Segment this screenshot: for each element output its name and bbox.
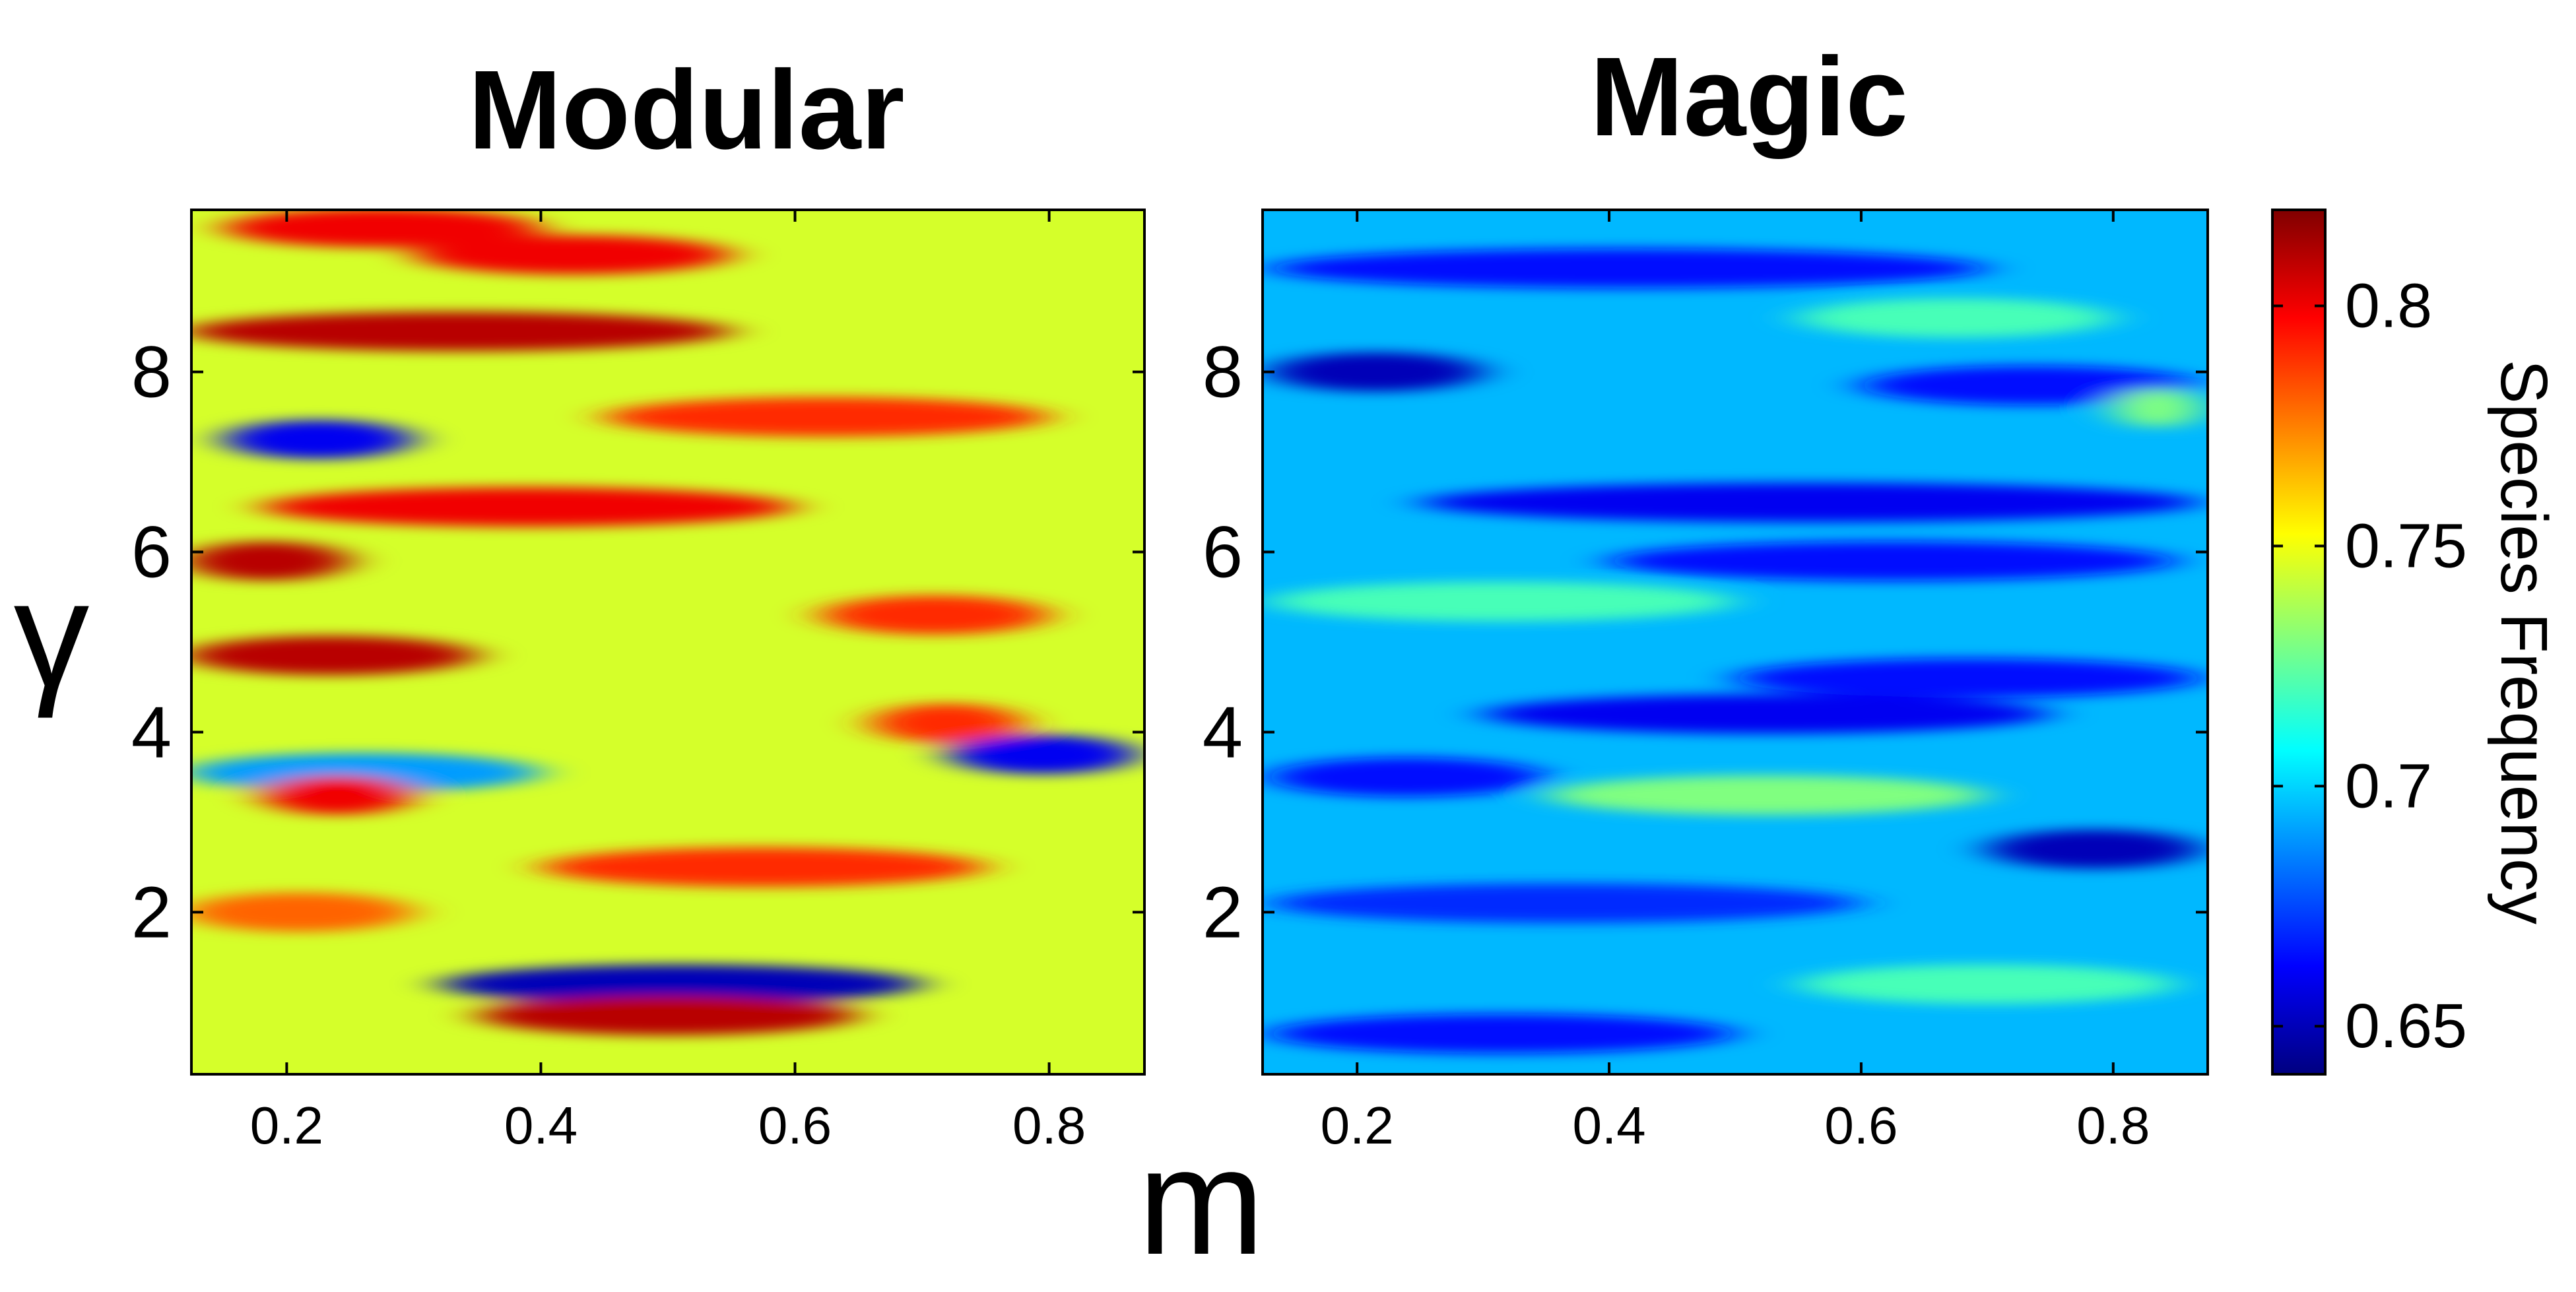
left-x-tick-label-3: 0.8 (1012, 1096, 1086, 1155)
colorbar-tick-label-0: 0.65 (2345, 991, 2467, 1061)
left-heatmap-band-10 (947, 734, 1139, 775)
colorbar-tick-label-1: 0.7 (2345, 751, 2432, 821)
left-x-tick-label-2: 0.6 (758, 1096, 832, 1155)
right-heatmap-band-14 (1798, 964, 2177, 1004)
left-heatmap-band-8 (191, 635, 478, 676)
left-heatmap-band-15 (439, 964, 923, 1004)
right-heatmap-band-0 (1269, 248, 1987, 288)
left-heatmap: 0.2 0.4 0.6 0.8 2 4 6 8 (131, 209, 1146, 1155)
right-heatmap-band-15 (1269, 1014, 1735, 1054)
left-y-tick-label-2: 6 (131, 512, 172, 593)
left-heatmap-band-5 (261, 487, 795, 527)
left-y-tick-label-1: 4 (131, 692, 172, 773)
left-heatmap-band-4 (223, 419, 414, 459)
right-heatmap-band-2 (1269, 352, 1484, 392)
shared-x-axis-label: m (1138, 1116, 1265, 1286)
left-plot-frame (190, 209, 1146, 1076)
right-heatmap-band-3 (1861, 366, 2202, 406)
colorbar-label: Species Frequency (2487, 360, 2561, 924)
right-heatmap-band-11 (1546, 775, 1987, 815)
right-x-tick-label-1: 0.4 (1572, 1096, 1645, 1155)
right-x-tick-label-3: 0.8 (2076, 1096, 2150, 1155)
right-heatmap-band-8 (1735, 658, 2202, 698)
right-heatmap-band-6 (1609, 541, 2177, 581)
colorbar-tick-label-3: 0.8 (2345, 271, 2432, 341)
right-heatmap-band-12 (1987, 829, 2202, 869)
left-heatmap-band-2 (191, 311, 732, 352)
left-heatmap-band-9 (871, 703, 1024, 743)
right-heatmap-band-13 (1269, 883, 1861, 923)
right-x-tick-label-0: 0.2 (1321, 1096, 1394, 1155)
left-heatmap-band-14 (191, 892, 414, 932)
right-heatmap-band-1 (1798, 298, 2113, 338)
right-y-tick-label-0: 2 (1203, 872, 1243, 953)
left-x-tick-label-0: 0.2 (250, 1096, 323, 1155)
right-panel-title: Magic (1590, 34, 1908, 160)
right-heatmap: 0.2 0.4 0.6 0.8 2 4 6 8 (1203, 209, 2209, 1155)
left-heatmap-band-12 (261, 775, 414, 815)
right-heatmap-background (1263, 210, 2208, 1074)
left-y-tick-label-3: 8 (131, 332, 172, 413)
shared-y-axis-label: γ (14, 549, 90, 719)
left-heatmap-band-1 (413, 235, 732, 275)
colorbar: 0.65 0.7 0.75 0.8 Species Frequency (2271, 209, 2561, 1076)
left-x-tick-label-1: 0.4 (504, 1096, 578, 1155)
left-y-tick-label-0: 2 (131, 872, 172, 953)
right-y-tick-label-1: 4 (1203, 692, 1243, 773)
colorbar-gradient (2271, 209, 2327, 1076)
right-y-tick-label-3: 8 (1203, 332, 1243, 413)
right-x-tick-label-2: 0.6 (1824, 1096, 1898, 1155)
right-heatmap-band-10 (1269, 757, 1546, 797)
right-heatmap-band-5 (1420, 482, 2202, 523)
right-heatmap-band-4 (2113, 388, 2202, 428)
left-panel-title: Modular (468, 48, 904, 173)
left-heatmap-band-0 (223, 210, 541, 248)
left-heatmap-band-16 (477, 996, 859, 1036)
left-heatmap-band-7 (820, 595, 1049, 635)
right-y-tick-label-2: 6 (1203, 512, 1243, 593)
left-heatmap-band-6 (191, 541, 350, 581)
right-heatmap-band-7 (1269, 581, 1735, 622)
right-heatmap-band-9 (1483, 694, 2051, 734)
left-heatmap-band-3 (604, 397, 1049, 437)
right-plot-frame (1261, 209, 2209, 1076)
left-heatmap-band-13 (541, 847, 986, 888)
colorbar-tick-label-2: 0.75 (2345, 511, 2467, 581)
